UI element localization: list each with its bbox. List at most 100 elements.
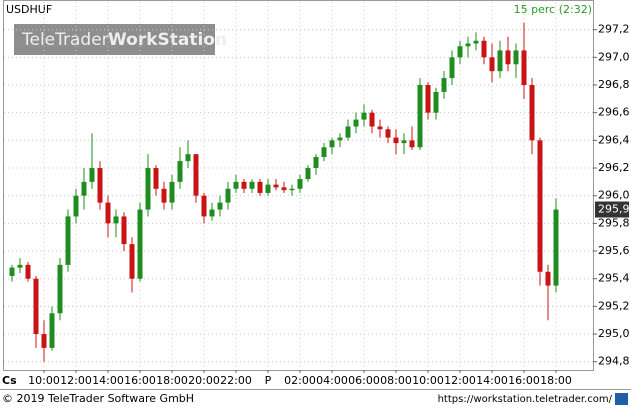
candle-body	[505, 50, 511, 65]
candle-body	[409, 140, 415, 148]
candle-body	[313, 156, 319, 169]
x-tick-label: 14:00	[476, 374, 508, 387]
candle-body	[73, 195, 79, 217]
footer-right: https://workstation.teletrader.com/	[438, 394, 613, 405]
x-tick-label: 16:00	[508, 374, 540, 387]
candle-body	[177, 161, 183, 182]
candle-body	[169, 181, 175, 203]
y-tick-label: 295,8	[598, 216, 630, 229]
x-tick-label: 10:00	[412, 374, 444, 387]
candle-body	[105, 202, 111, 224]
candle-body	[321, 147, 327, 157]
candle-body	[513, 50, 519, 65]
candle-body	[329, 140, 335, 148]
candle-body	[489, 57, 495, 72]
logo	[615, 393, 628, 405]
y-tick-label: 295,0	[598, 327, 630, 340]
candle-body	[233, 181, 239, 189]
x-tick-label: 12:00	[444, 374, 476, 387]
candle-body	[17, 264, 23, 268]
candle-body	[249, 181, 255, 189]
x-tick-label: 18:00	[540, 374, 572, 387]
candle-body	[113, 216, 119, 224]
x-tick-label: 06:00	[348, 374, 380, 387]
candle-body	[81, 181, 87, 196]
candle-body	[225, 188, 231, 203]
candle-body	[137, 209, 143, 279]
candle-body	[537, 140, 543, 272]
y-tick-label: 296,4	[598, 133, 630, 146]
candle-body	[425, 85, 431, 113]
interval: 15 perc (2:32)	[514, 3, 592, 16]
x-tick-label: 08:00	[380, 374, 412, 387]
candle-body	[369, 112, 375, 127]
candle-body	[481, 40, 487, 58]
candle-body	[433, 91, 439, 113]
corner-label: Cs	[2, 374, 17, 387]
candle-body	[33, 278, 39, 335]
candle-body	[41, 334, 47, 348]
x-tick-label: 14:00	[92, 374, 124, 387]
footer-left: © 2019 TeleTrader Software GmbH	[2, 392, 194, 405]
x-tick-label: 22:00	[220, 374, 252, 387]
x-tick-label: P	[265, 374, 272, 387]
y-tick-label: 296,0	[598, 189, 630, 202]
candle-body	[129, 244, 135, 279]
y-tick-label: 296,2	[598, 161, 630, 174]
candle-body	[337, 137, 343, 141]
y-tick-label: 295,2	[598, 299, 630, 312]
y-tick-label: 296,8	[598, 78, 630, 91]
candle-body	[449, 57, 455, 79]
symbol: USDHUF	[6, 3, 52, 16]
candle-body	[193, 154, 199, 196]
y-tick-label: 294,8	[598, 355, 630, 368]
candle-body	[217, 202, 223, 210]
candle-body	[89, 168, 95, 182]
candle-body	[401, 140, 407, 144]
candle-body	[201, 195, 207, 217]
candle-body	[353, 119, 359, 127]
y-tick-label: 296,6	[598, 106, 630, 119]
candle-body	[417, 85, 423, 148]
candle-body	[161, 188, 167, 203]
x-tick-label: 18:00	[156, 374, 188, 387]
y-tick-label: 295,4	[598, 272, 630, 285]
candle-body	[49, 313, 55, 348]
candle-body	[281, 187, 287, 191]
x-tick-label: 04:00	[316, 374, 348, 387]
candle-body	[65, 216, 71, 265]
candle-body	[185, 154, 191, 162]
y-tick-label: 295,6	[598, 244, 630, 257]
last-price-label: 295,9	[598, 203, 630, 216]
candle-body	[289, 188, 295, 191]
candle-body	[25, 264, 31, 279]
candle-body	[273, 184, 279, 188]
candle-body	[153, 168, 159, 189]
candle-body	[297, 179, 303, 189]
candle-body	[57, 264, 63, 314]
x-tick-label: 12:00	[60, 374, 92, 387]
candle-body	[545, 271, 551, 286]
x-tick-label: 10:00	[28, 374, 60, 387]
x-tick-label: 16:00	[124, 374, 156, 387]
y-tick-label: 297,0	[598, 50, 630, 63]
candle-body	[265, 184, 271, 193]
candle-body	[9, 267, 15, 276]
candle-body	[361, 112, 367, 120]
candle-body	[345, 126, 351, 138]
candle-body	[553, 209, 559, 286]
candle-body	[529, 85, 535, 141]
candle-body	[257, 181, 263, 193]
candle-body	[441, 78, 447, 92]
candle-body	[465, 43, 471, 47]
candle-body	[97, 168, 103, 203]
watermark-box	[14, 24, 215, 55]
candle-body	[393, 137, 399, 144]
y-tick-label: 297,2	[598, 23, 630, 36]
candle-body	[457, 46, 463, 58]
x-tick-label: 02:00	[284, 374, 316, 387]
candle-body	[385, 129, 391, 138]
watermark-bold: WorkStation	[108, 30, 227, 50]
